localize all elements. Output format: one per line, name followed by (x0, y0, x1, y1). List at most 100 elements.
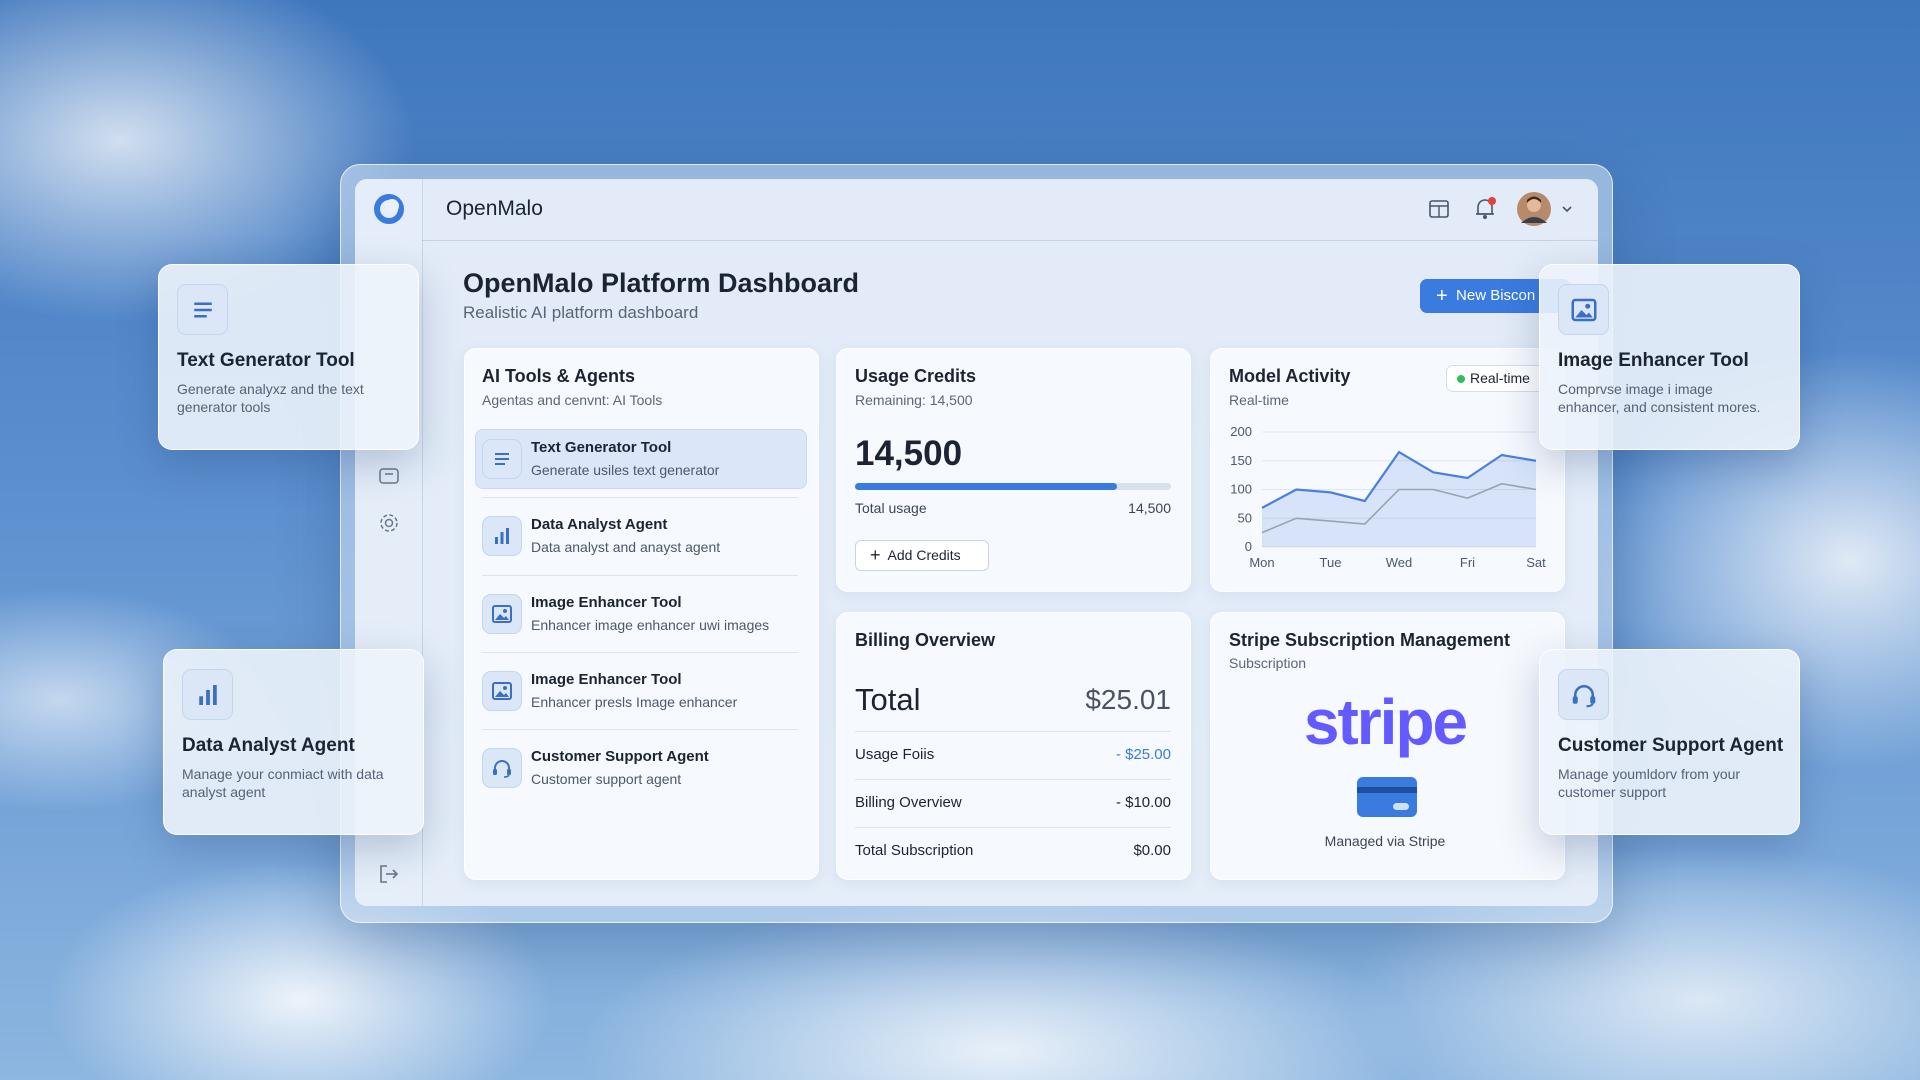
tool-item[interactable] (475, 429, 805, 487)
icon (495, 528, 509, 545)
row-divider (482, 574, 798, 576)
tool-desc: Data analyst and anayst agent (531, 539, 721, 556)
billing-label: Billing Overview (855, 794, 962, 811)
tool-item[interactable] (475, 584, 805, 642)
y-tick-label: 0 (1245, 539, 1252, 554)
card-subtitle: Agentas and cenvnt: AI Tools (482, 392, 663, 408)
tool-desc: Generate usiles text generator (531, 462, 720, 478)
icon-box (482, 516, 522, 557)
billing-total-value: $25.01 (1085, 684, 1171, 715)
tool-desc: Customer support agent (531, 771, 682, 788)
billing-label: Usage Foiis (855, 746, 935, 763)
brand: OpenMalo (446, 197, 543, 220)
floating-title: Data Analyst Agent (182, 735, 355, 756)
billing-total-label: Total (855, 682, 921, 717)
card-subtitle: Real-time (1229, 392, 1289, 408)
floating-desc: Manage youmldorv from your customer supp… (1558, 766, 1741, 800)
icon (1572, 684, 1595, 707)
badge-label: Real-time (1470, 370, 1530, 386)
selected-row (475, 429, 807, 489)
dashboard-title: OpenMalo Platform Dashboard (463, 268, 860, 298)
card-title: Stripe Subscription Management (1229, 630, 1511, 650)
add-credits-button[interactable]: + Add Credits (855, 540, 989, 571)
icon-box (482, 670, 522, 711)
realtime-badge: Real-time (1446, 365, 1546, 392)
activity-chart: 0 50 100 150 200 Mon Tue Wed Fri Sat (1230, 424, 1546, 570)
stripe-logo: stripe (1303, 686, 1468, 758)
icon (1571, 298, 1596, 321)
billing-label: Total Subscription (855, 842, 974, 859)
icon (493, 760, 511, 778)
icon-box (482, 439, 522, 479)
tool-desc: Enhancer image enhancer uwi images (531, 616, 770, 633)
floating-card[interactable] (158, 264, 419, 450)
row-divider (482, 497, 798, 499)
total-usage-value: 14,500 (1128, 500, 1171, 516)
series-line (1261, 450, 1537, 509)
tool-item[interactable] (475, 506, 805, 564)
card-icon (1357, 777, 1417, 817)
credits-value: 14,500 (855, 434, 963, 473)
series-area (1262, 452, 1536, 547)
icon-box (1558, 284, 1609, 335)
floating-desc: Comprvse image i image enhancer, and con… (1558, 381, 1761, 415)
row-divider (855, 731, 1171, 732)
x-tick-label: Tue (1320, 555, 1342, 570)
floating-title: Image Enhancer Tool (1558, 350, 1749, 371)
y-tick-label: 100 (1230, 482, 1252, 497)
icon-box (182, 669, 233, 720)
x-tick-label: Mon (1249, 555, 1274, 570)
total-usage-label: Total usage (855, 500, 927, 516)
billing-card (836, 612, 1191, 880)
tool-name: Image Enhancer Tool (531, 670, 682, 688)
tool-item[interactable] (475, 661, 805, 719)
notification-icon[interactable] (1472, 196, 1498, 222)
plus-icon: + (870, 545, 881, 565)
folder-icon[interactable] (378, 464, 400, 486)
icon-box (482, 593, 522, 634)
icon (193, 302, 212, 317)
row-divider (855, 827, 1171, 828)
icon (492, 604, 512, 623)
y-tick-label: 200 (1230, 424, 1252, 439)
stripe-caption: Managed via Stripe (1324, 833, 1446, 849)
y-tick-label: 50 (1238, 510, 1252, 525)
floating-card[interactable] (1539, 264, 1800, 450)
icon-box (482, 748, 522, 789)
card-title: Billing Overview (855, 630, 996, 650)
plus-icon: + (1436, 285, 1448, 307)
billing-value: - $10.00 (1115, 794, 1171, 811)
progress-fill (855, 483, 1118, 490)
tool-item[interactable] (475, 738, 805, 796)
row-divider (482, 729, 798, 731)
new-button-label: New Biscon (1456, 287, 1536, 304)
card-title: Model Activity (1229, 366, 1351, 386)
user-avatar[interactable] (1516, 191, 1576, 227)
logo[interactable] (373, 193, 405, 225)
settings-icon[interactable] (378, 512, 400, 534)
logout-icon[interactable] (378, 863, 400, 885)
status-dot (1457, 375, 1465, 383)
floating-title: Customer Support Agent (1558, 735, 1784, 756)
x-tick-label: Wed (1386, 555, 1413, 570)
icon-box (177, 284, 228, 335)
icon (492, 681, 512, 700)
card-subtitle: Subscription (1229, 655, 1307, 671)
x-tick-label: Sat (1526, 555, 1546, 570)
y-tick-label: 150 (1230, 453, 1252, 468)
x-tick-label: Fri (1460, 555, 1475, 570)
tool-desc: Enhancer presls Image enhancer (531, 693, 738, 710)
card-title: Usage Credits (855, 366, 977, 386)
icon-box (1558, 669, 1609, 720)
header-divider (422, 240, 1598, 241)
dashboard-subtitle: Realistic AI platform dashboard (463, 303, 699, 322)
icon (495, 453, 509, 465)
floating-title: Text Generator Tool (177, 350, 355, 371)
calendar-icon[interactable] (1428, 198, 1450, 220)
tool-name: Image Enhancer Tool (531, 593, 682, 611)
tool-name: Customer Support Agent (531, 748, 709, 766)
series-line (1261, 482, 1537, 534)
floating-desc: Generate analyxz and the text generator … (177, 381, 364, 415)
billing-value: $0.00 (1133, 842, 1171, 859)
